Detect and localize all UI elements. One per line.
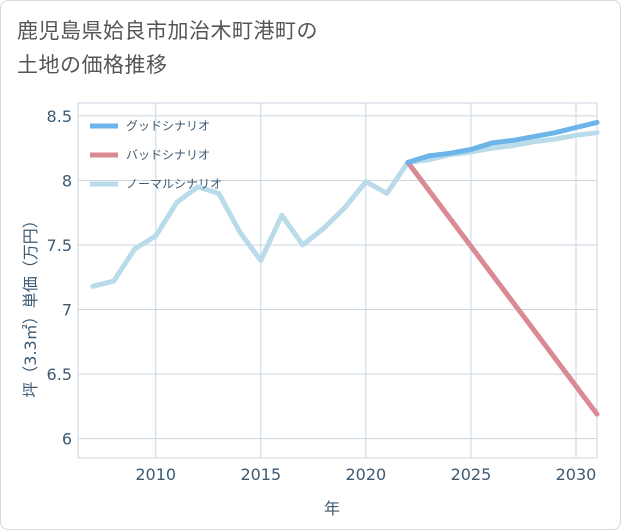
legend-label: グッドシナリオ <box>126 119 210 133</box>
x-tick-label: 2020 <box>346 465 387 484</box>
x-tick-label: 2025 <box>451 465 492 484</box>
series-line <box>90 130 600 289</box>
legend-label: バッドシナリオ <box>126 148 210 162</box>
series-lines <box>90 119 600 417</box>
y-tick-label: 7.5 <box>47 236 72 255</box>
x-tick-labels: 2010 2015 2020 2025 2030 <box>135 465 596 484</box>
x-axis-title: 年 <box>324 499 340 518</box>
y-tick-label: 6.5 <box>47 365 72 384</box>
y-tick-labels: 6 6.5 7 7.5 8 8.5 <box>47 107 72 449</box>
chart-title: 鹿児島県姶良市加治木町港町の 土地の価格推移 <box>17 14 318 82</box>
chart-title-line1: 鹿児島県姶良市加治木町港町の <box>17 19 318 43</box>
series-line <box>405 119 600 165</box>
y-tick-label: 8.5 <box>47 107 72 126</box>
x-tick-label: 2015 <box>240 465 281 484</box>
chart-title-line2: 土地の価格推移 <box>17 53 168 77</box>
grid-lines <box>77 102 598 459</box>
y-tick-label: 8 <box>62 171 72 190</box>
x-tick-label: 2010 <box>135 465 176 484</box>
legend-label: ノーマルシナリオ <box>126 177 222 191</box>
series-line <box>405 159 600 417</box>
x-tick-label: 2030 <box>556 465 597 484</box>
y-tick-label: 7 <box>62 301 72 320</box>
y-axis-title: 坪（3.3㎡）単価（万円） <box>21 212 40 397</box>
plot-frame <box>77 102 598 459</box>
y-tick-label: 6 <box>62 430 72 449</box>
